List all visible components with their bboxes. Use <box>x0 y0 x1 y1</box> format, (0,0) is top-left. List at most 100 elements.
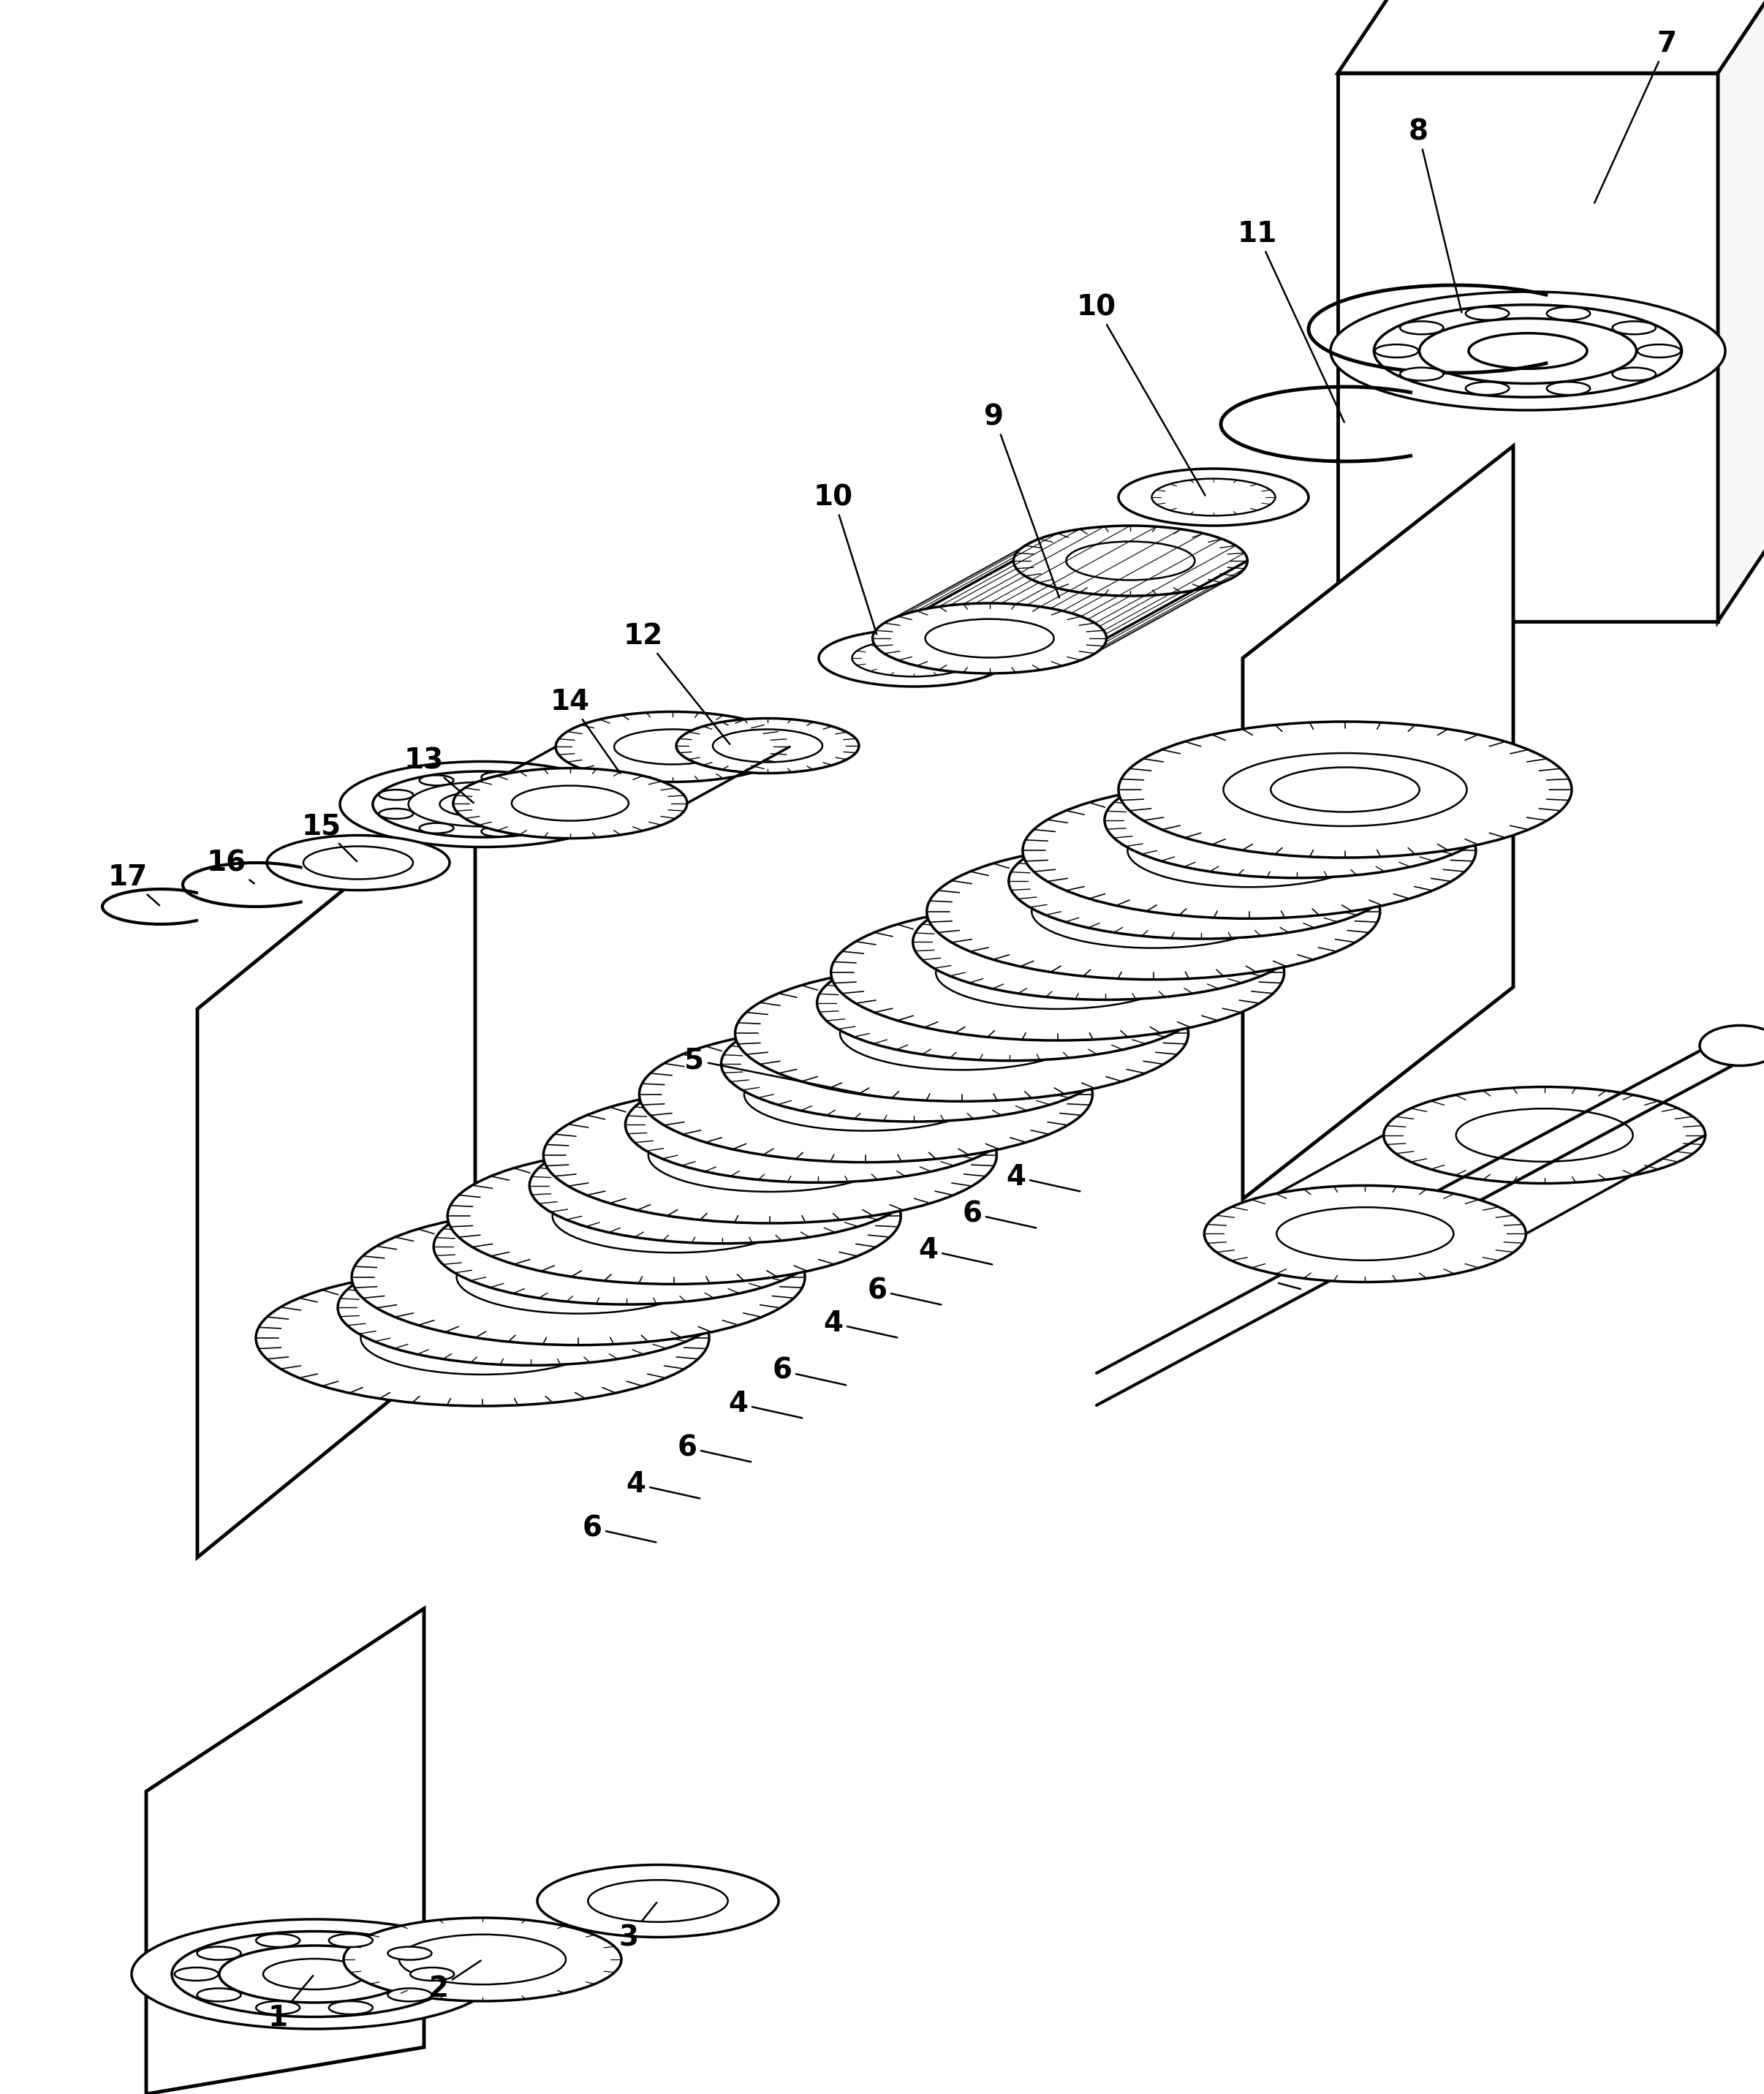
Ellipse shape <box>600 1194 748 1238</box>
Ellipse shape <box>303 846 413 879</box>
Ellipse shape <box>556 712 790 781</box>
Ellipse shape <box>1118 469 1309 526</box>
Text: 9: 9 <box>984 402 1060 597</box>
Ellipse shape <box>198 1947 242 1960</box>
Polygon shape <box>1244 446 1514 1200</box>
Ellipse shape <box>1118 722 1572 859</box>
Text: 6: 6 <box>773 1357 847 1384</box>
Ellipse shape <box>512 785 628 821</box>
Ellipse shape <box>1080 890 1228 934</box>
Ellipse shape <box>873 603 1106 674</box>
Ellipse shape <box>1277 1208 1454 1261</box>
Ellipse shape <box>388 1989 432 2002</box>
Text: 14: 14 <box>550 689 621 773</box>
Text: 12: 12 <box>623 622 730 743</box>
Ellipse shape <box>1374 343 1418 358</box>
Ellipse shape <box>1175 829 1323 873</box>
Text: 2: 2 <box>429 1960 482 2002</box>
Ellipse shape <box>1224 754 1468 827</box>
Ellipse shape <box>439 792 526 817</box>
Ellipse shape <box>457 1286 605 1330</box>
Ellipse shape <box>935 980 1085 1026</box>
Ellipse shape <box>1374 306 1681 398</box>
Ellipse shape <box>937 936 1180 1009</box>
Ellipse shape <box>399 1935 566 1985</box>
Ellipse shape <box>505 1254 653 1300</box>
Ellipse shape <box>713 729 822 762</box>
Ellipse shape <box>744 1057 988 1131</box>
Ellipse shape <box>887 1011 1035 1055</box>
Ellipse shape <box>736 965 1189 1101</box>
Ellipse shape <box>1612 369 1656 381</box>
Ellipse shape <box>340 762 624 848</box>
Ellipse shape <box>448 1148 901 1284</box>
Ellipse shape <box>983 951 1132 995</box>
Text: 10: 10 <box>813 484 877 634</box>
Ellipse shape <box>1023 783 1476 919</box>
Ellipse shape <box>388 1947 432 1960</box>
Text: 7: 7 <box>1595 29 1678 203</box>
Ellipse shape <box>372 771 593 838</box>
Text: 6: 6 <box>868 1277 940 1305</box>
Text: 15: 15 <box>302 812 356 861</box>
Text: 8: 8 <box>1408 117 1462 312</box>
Ellipse shape <box>926 844 1379 980</box>
Polygon shape <box>1337 73 1718 622</box>
Text: 5: 5 <box>684 1047 875 1097</box>
Text: 10: 10 <box>1076 293 1205 496</box>
Ellipse shape <box>624 1068 1011 1183</box>
Text: 13: 13 <box>404 745 475 802</box>
Ellipse shape <box>1466 381 1508 396</box>
Ellipse shape <box>817 944 1203 1062</box>
Ellipse shape <box>256 1269 709 1405</box>
Ellipse shape <box>219 1945 409 2002</box>
Ellipse shape <box>676 718 859 773</box>
Ellipse shape <box>1222 798 1372 842</box>
Ellipse shape <box>924 620 1053 658</box>
Ellipse shape <box>132 1920 497 2029</box>
Text: 6: 6 <box>582 1514 656 1543</box>
Ellipse shape <box>407 781 557 827</box>
Ellipse shape <box>529 1129 916 1244</box>
Ellipse shape <box>818 630 1009 687</box>
Ellipse shape <box>1330 291 1725 410</box>
Ellipse shape <box>840 1041 988 1087</box>
Ellipse shape <box>1032 875 1275 949</box>
Ellipse shape <box>1401 320 1443 335</box>
Ellipse shape <box>256 2002 300 2014</box>
Ellipse shape <box>198 1989 242 2002</box>
Ellipse shape <box>1700 1026 1764 1066</box>
Ellipse shape <box>744 1101 893 1148</box>
Ellipse shape <box>1547 308 1589 320</box>
Ellipse shape <box>1014 526 1247 597</box>
Ellipse shape <box>420 823 453 833</box>
Ellipse shape <box>344 1918 621 2002</box>
Ellipse shape <box>1032 919 1180 963</box>
Polygon shape <box>1337 0 1764 73</box>
Ellipse shape <box>1009 823 1394 938</box>
Text: 6: 6 <box>963 1200 1035 1227</box>
Ellipse shape <box>1455 1108 1633 1162</box>
Ellipse shape <box>457 1240 700 1313</box>
Ellipse shape <box>407 1315 557 1361</box>
Ellipse shape <box>543 1087 997 1223</box>
Ellipse shape <box>552 1179 796 1252</box>
Ellipse shape <box>482 827 515 838</box>
Ellipse shape <box>379 808 413 819</box>
Text: 11: 11 <box>1238 220 1344 423</box>
Ellipse shape <box>337 1250 723 1365</box>
Ellipse shape <box>328 1935 372 1947</box>
Ellipse shape <box>649 1118 893 1191</box>
Ellipse shape <box>171 1931 457 2017</box>
Text: 3: 3 <box>619 1903 656 1952</box>
Ellipse shape <box>831 905 1284 1041</box>
Text: 4: 4 <box>919 1235 991 1265</box>
Ellipse shape <box>852 639 975 676</box>
Ellipse shape <box>411 1968 453 1981</box>
Ellipse shape <box>639 1026 1092 1162</box>
Ellipse shape <box>695 1133 845 1177</box>
Ellipse shape <box>1466 308 1508 320</box>
Ellipse shape <box>256 1935 300 1947</box>
Ellipse shape <box>1127 859 1275 903</box>
Ellipse shape <box>647 1164 797 1208</box>
